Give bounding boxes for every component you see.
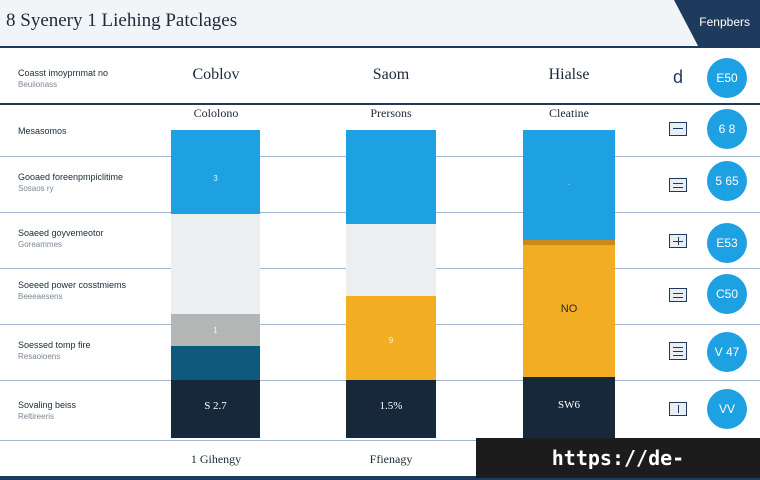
column-subhead-3: Cleatine (549, 106, 589, 120)
document-lines-icon[interactable] (669, 342, 687, 360)
bar-segment: . (523, 130, 615, 240)
segment-label: 1 (213, 326, 218, 335)
row-label: Coasst imoyprnmat no Beuiionass (18, 68, 109, 89)
column-subhead-1: Cololono (193, 106, 239, 120)
side-badge[interactable]: E53 (707, 223, 747, 263)
column-subhead-2: Prersons (370, 106, 412, 120)
book-icon[interactable] (669, 402, 687, 416)
segment-label: NO (560, 303, 578, 315)
bar-segment (171, 214, 260, 314)
window-grid-icon[interactable] (669, 234, 687, 248)
column-head-1: Coblov (192, 66, 240, 83)
bar-segment (171, 346, 260, 380)
row-label: Sovaling beiss Reltireeris (18, 400, 77, 421)
column-footer-1: 1 Gihengy (190, 452, 242, 466)
row-label: Soessed tomp fire Resaoioens (18, 340, 91, 361)
bar-total-value: SW6 (558, 399, 580, 411)
side-badge[interactable]: C50 (707, 274, 747, 314)
row-label: Gooaed foreenpmpiclitime Sosaos ry (18, 172, 124, 193)
bar-segment: 9 (346, 296, 436, 380)
bar-segment (346, 130, 436, 224)
row-divider (0, 440, 760, 441)
page-header: 8 Syenery 1 Liehing Patclages Fenpbers (0, 0, 760, 48)
row-label: Soaeed goyvemeotor Goreammes (18, 228, 104, 249)
bar-total-value: 1.5% (379, 400, 403, 412)
d-glyph-icon[interactable]: d (672, 67, 683, 87)
footer-band (0, 476, 760, 480)
bar-divider (523, 240, 615, 245)
grid-tray-icon[interactable] (669, 288, 687, 302)
side-badge[interactable]: E50 (707, 58, 747, 98)
package-bar-3: . NO SW6 (523, 130, 615, 438)
side-badge[interactable]: 6 8 (707, 109, 747, 149)
segment-label: . (567, 178, 571, 187)
page-title: 8 Syenery 1 Liehing Patclages (6, 10, 238, 31)
bar-base: S 2.7 (171, 380, 260, 438)
column-footer-2: Ffienagy (369, 452, 413, 466)
row-label: Mesasomos (18, 126, 67, 136)
bar-segment: NO (523, 245, 615, 377)
bar-total-value: S 2.7 (204, 400, 227, 412)
header-tab[interactable]: Fenpbers (674, 0, 760, 46)
row-divider (0, 103, 760, 105)
side-badge[interactable]: V 47 (707, 332, 747, 372)
column-head-2: Saom (372, 66, 410, 83)
bar-base: 1.5% (346, 380, 436, 438)
bar-base: SW6 (523, 377, 615, 438)
package-bar-2: 9 1.5% (346, 130, 436, 438)
side-badge[interactable]: 5 65 (707, 161, 747, 201)
bar-segment: 1 (171, 314, 260, 346)
segment-label: 9 (388, 336, 394, 345)
column-head-3: Hialse (548, 66, 590, 83)
bar-segment: 3 (171, 130, 260, 214)
bar-segment (346, 224, 436, 296)
grid-tray-icon[interactable] (669, 178, 687, 192)
segment-label: 3 (213, 174, 218, 183)
watermark-url: https://de-hit2.in4u.net (476, 438, 760, 478)
header-tab-label: Fenpbers (699, 15, 750, 29)
side-badge[interactable]: VV (707, 389, 747, 429)
row-label: Soeeed power cosstmiems Beeeaesens (18, 280, 127, 301)
image-frame-icon[interactable] (669, 122, 687, 136)
package-bar-1: 3 1 S 2.7 (171, 130, 260, 438)
